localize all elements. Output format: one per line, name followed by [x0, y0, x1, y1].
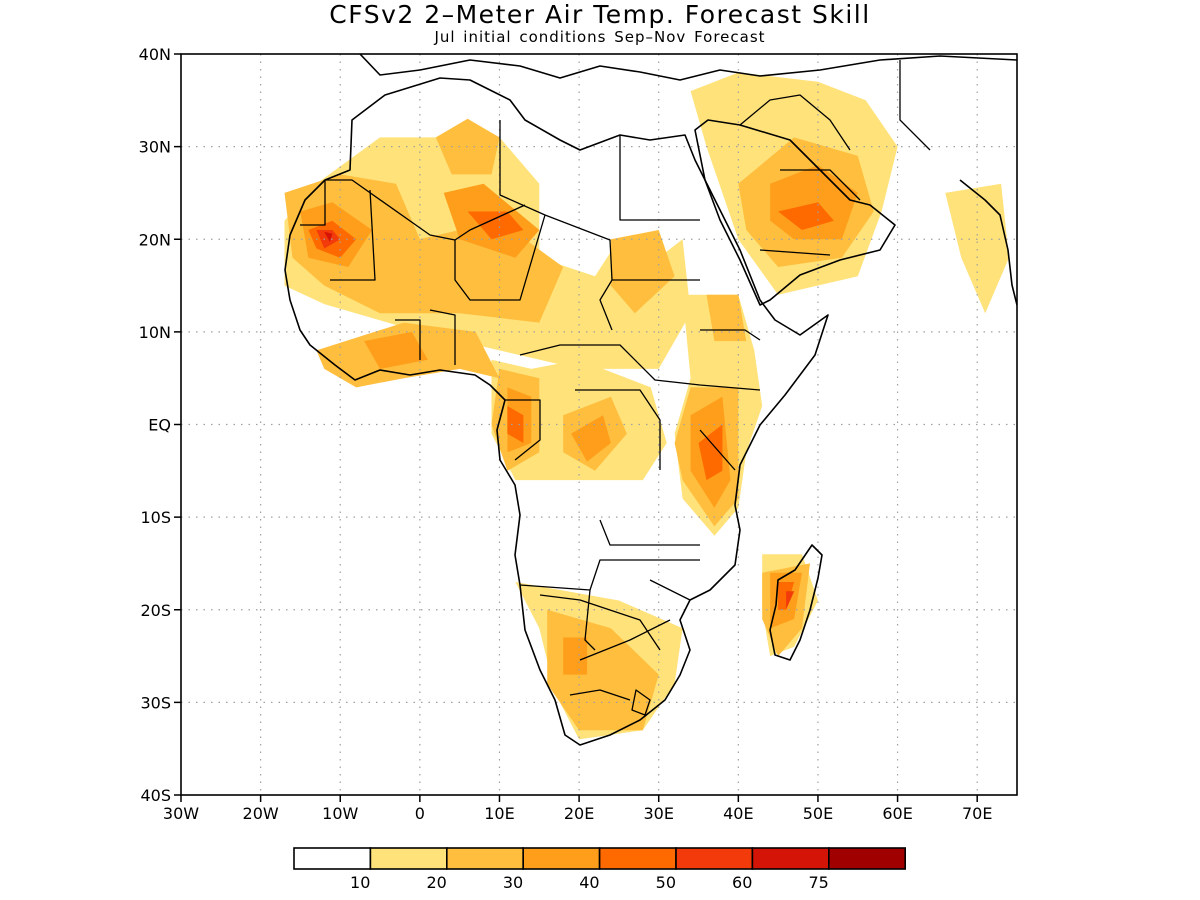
arabia-coastline	[694, 119, 896, 306]
lon-tick-label: 30E	[643, 804, 673, 823]
lon-tick-label: 60E	[882, 804, 912, 823]
skill-region-29	[778, 202, 834, 230]
lat-tick-label: EQ	[148, 416, 171, 435]
madagascar-coastline	[769, 544, 823, 661]
north-african-borders	[300, 120, 700, 365]
lat-tick-label: 40S	[140, 786, 171, 805]
skill-region-9	[435, 118, 500, 175]
skill-region-28	[467, 211, 524, 240]
colorbar-label: 40	[579, 873, 599, 892]
colorbar-swatch-5	[675, 847, 754, 870]
skill-region-33	[316, 230, 341, 249]
map-subtitle: Jul initial conditions Sep–Nov Forecast	[434, 28, 766, 46]
colorbar-swatch-6	[751, 847, 830, 870]
colorbar-swatch-0	[293, 847, 372, 870]
lon-tick-label: 0	[415, 804, 425, 823]
lat-tick-label: 30S	[140, 693, 171, 712]
colorbar-label: 10	[350, 873, 370, 892]
skill-region-31	[507, 406, 524, 443]
lon-tick-label: 20E	[564, 804, 594, 823]
skill-region-26	[563, 637, 588, 675]
lat-tick-label: 20N	[139, 230, 171, 249]
lat-tick-label: 30N	[139, 138, 171, 157]
colorbar: 10 20 30 40 50 60 75	[293, 847, 906, 892]
colorbar-label: 20	[426, 873, 446, 892]
lon-tick-label: 40E	[723, 804, 753, 823]
lon-tick-label: 10W	[322, 804, 358, 823]
lat-tick-label: 40N	[139, 45, 171, 64]
colorbar-label: 60	[732, 873, 752, 892]
lon-tick-label: 30W	[163, 804, 199, 823]
colorbar-label: 75	[808, 873, 828, 892]
mediterranean-north-coast	[359, 54, 1017, 81]
colorbar-swatch-7	[827, 847, 906, 870]
coastline-and-borders	[284, 54, 1017, 746]
india-coastline	[959, 179, 1017, 306]
skill-shading-layer	[284, 72, 1009, 740]
africa-coastline	[284, 77, 829, 746]
skill-region-24	[364, 331, 428, 369]
southern-african-borders	[539, 594, 671, 716]
map-title: CFSv2 2–Meter Air Temp. Forecast Skill	[329, 0, 871, 29]
axis-ticks-and-labels: 30W 20W 10W 0 10E 20E 30E 40E 50E 60E 70E 40N 30N 20N…	[139, 45, 993, 823]
lon-tick-label: 70E	[962, 804, 992, 823]
skill-region-17	[610, 230, 675, 314]
lat-tick-label: 10N	[139, 323, 171, 342]
skill-region-6	[945, 183, 1009, 314]
colorbar-swatch-1	[369, 847, 448, 870]
skill-region-7	[284, 174, 564, 323]
lon-tick-label: 10E	[484, 804, 514, 823]
lon-tick-label: 50E	[803, 804, 833, 823]
lat-tick-label: 20S	[140, 601, 171, 620]
colorbar-label: 30	[503, 873, 523, 892]
middle-east-borders	[739, 60, 931, 256]
central-african-borders	[505, 329, 761, 651]
skill-region-34	[786, 591, 795, 610]
lon-tick-label: 20W	[243, 804, 279, 823]
skill-region-30	[698, 424, 723, 481]
lat-tick-label: 10S	[140, 508, 171, 527]
skill-region-35	[324, 231, 333, 242]
skill-region-23	[571, 415, 611, 462]
colorbar-swatch-3	[522, 847, 601, 870]
colorbar-swatch-2	[445, 847, 524, 870]
colorbar-swatch-4	[598, 847, 677, 870]
colorbar-label: 50	[656, 873, 676, 892]
